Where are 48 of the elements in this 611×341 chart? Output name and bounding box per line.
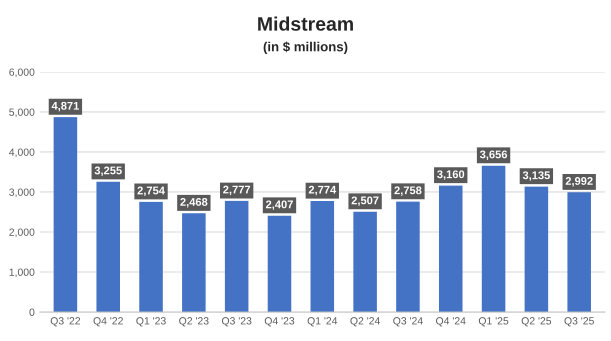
y-tick-label: 5,000: [9, 108, 34, 118]
data-label: 2,407: [266, 200, 293, 210]
data-label: 2,507: [352, 196, 379, 206]
data-label: 2,774: [308, 186, 336, 196]
x-tick-label: Q4 '24: [436, 317, 466, 326]
bar: [482, 166, 506, 312]
data-label: 4,871: [52, 102, 79, 112]
x-tick-label: Q3 '22: [50, 317, 80, 326]
x-tick-label: Q3 '25: [564, 317, 594, 326]
bar: [224, 200, 248, 312]
bar: [96, 182, 120, 312]
x-tick-label: Q1 '24: [308, 317, 338, 326]
y-tick-label: 3,000: [9, 188, 34, 198]
data-label: 2,777: [223, 186, 250, 196]
y-tick-label: 4,000: [9, 148, 34, 158]
x-tick-label: Q3 '24: [393, 317, 423, 326]
bar: [524, 186, 548, 312]
bar: [438, 186, 463, 312]
y-tick-label: 2,000: [9, 228, 34, 238]
y-tick-label: 1,000: [10, 268, 34, 278]
x-tick-label: Q1 '23: [136, 317, 166, 326]
bar: [182, 213, 206, 312]
x-tick-label: Q2 '24: [350, 317, 380, 326]
x-tick-label: Q2 '23: [179, 317, 209, 326]
data-label: 3,656: [480, 150, 508, 160]
x-tick-label: Q4 '22: [94, 317, 123, 326]
chart-title: Midstream: [258, 16, 353, 31]
bar: [54, 117, 78, 312]
data-label: 2,992: [566, 177, 593, 187]
bar: [353, 212, 377, 312]
data-label: 2,754: [138, 186, 165, 196]
chart-subtitle: (in $ millions): [264, 41, 348, 54]
x-tick-label: Q3 '23: [222, 317, 252, 326]
data-label: 3,160: [437, 170, 464, 180]
data-label: 2,758: [394, 186, 422, 196]
data-label: 3,135: [522, 171, 550, 181]
data-label: 2,468: [180, 198, 208, 208]
y-tick-label: 0: [29, 308, 34, 316]
y-tick-label: 6,000: [9, 68, 34, 78]
x-tick-label: Q1 '25: [478, 317, 508, 326]
bar: [139, 202, 163, 312]
data-label: 3,255: [94, 166, 122, 176]
x-tick-label: Q2 '25: [522, 317, 552, 326]
bar: [396, 202, 420, 312]
bar: [567, 192, 591, 312]
bar: [310, 201, 334, 312]
bar: [268, 216, 292, 312]
x-tick-label: Q4 '23: [264, 317, 294, 326]
